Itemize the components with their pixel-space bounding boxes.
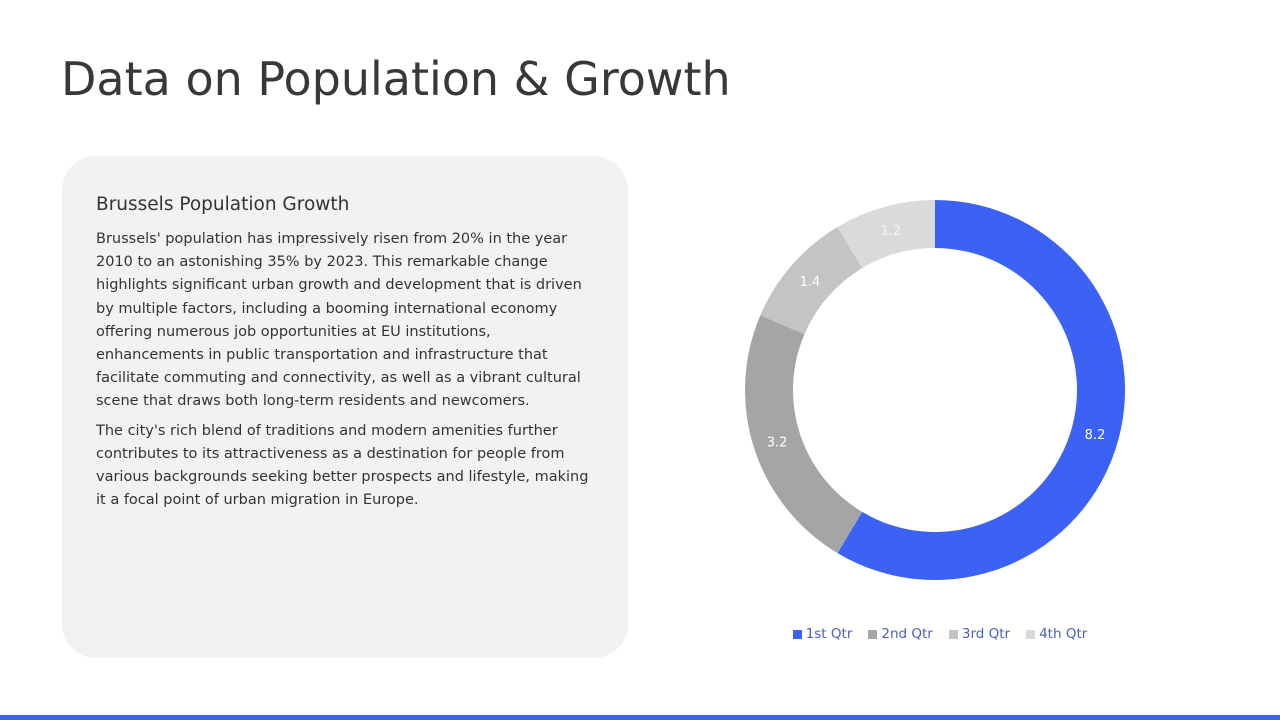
data-label-4th-qtr: 1.2 [880,224,901,239]
card-paragraph-1: Brussels' population has impressively ri… [96,231,582,410]
slide-title: Data on Population & Growth [61,52,731,106]
legend-label-2nd-qtr: 2nd Qtr [881,626,933,642]
slice-3rd-qtr [760,226,863,335]
legend-swatch-2nd-qtr [868,629,878,639]
data-label-1st-qtr: 8.2 [1085,428,1106,443]
legend-swatch-1st-qtr [792,629,802,639]
legend-item-1st-qtr: 1st Qtr [792,626,853,642]
legend-item-3rd-qtr: 3rd Qtr [948,626,1011,642]
legend-swatch-4th-qtr [1026,629,1036,639]
legend-item-2nd-qtr: 2nd Qtr [868,626,933,642]
card-paragraph-2: The city's rich blend of traditions and … [96,422,589,509]
legend-label-3rd-qtr: 3rd Qtr [961,626,1011,642]
bottom-accent-bar [0,715,1280,720]
card-heading: Brussels Population Growth [96,194,350,215]
slice-4th-qtr [837,200,935,269]
text-card: Brussels Population Growth Brussels' pop… [62,156,628,658]
legend-label-1st-qtr: 1st Qtr [805,626,853,642]
legend-label-4th-qtr: 4th Qtr [1039,626,1088,642]
slice-2nd-qtr [745,315,863,554]
doughnut-chart-svg: 8.2 3.2 1.4 1.2 [745,200,1125,580]
doughnut-chart: 8.2 3.2 1.4 1.2 1st Qtr 2nd Qtr 3rd Qtr 4th… [700,170,1180,660]
data-label-3rd-qtr: 1.4 [800,275,821,290]
slice-1st-qtr [837,200,1125,580]
legend-item-4th-qtr: 4th Qtr [1026,626,1087,642]
legend-swatch-3rd-qtr [948,629,958,639]
chart-legend: 1st Qtr 2nd Qtr 3rd Qtr 4th Qtr [700,626,1180,642]
data-label-2nd-qtr: 3.2 [767,435,788,450]
